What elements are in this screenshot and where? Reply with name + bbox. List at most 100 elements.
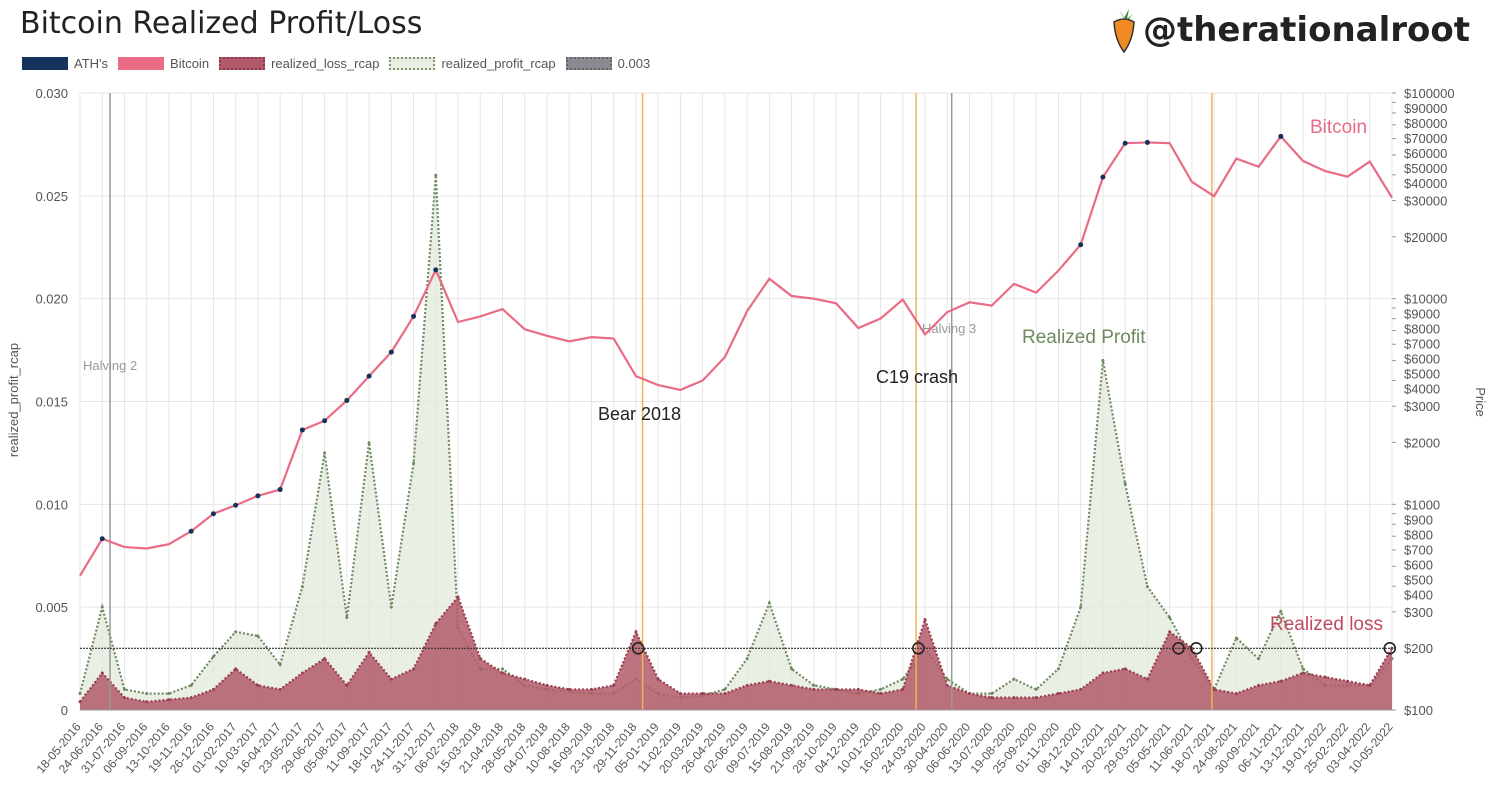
realized-loss-point <box>856 687 860 691</box>
legend-item[interactable]: 0.003 <box>565 56 651 71</box>
realized-profit-point <box>790 667 794 671</box>
realized-loss-point <box>1368 683 1372 687</box>
y2-tick-label: $30000 <box>1404 194 1447 209</box>
realized-loss-point <box>834 687 838 691</box>
realized-loss-point <box>167 698 171 702</box>
realized-profit-point <box>367 441 371 445</box>
y-tick-label: 0.020 <box>35 292 68 307</box>
realized-loss-area <box>80 596 1392 710</box>
crossing-marker <box>631 641 645 655</box>
realized-loss-point <box>990 696 994 700</box>
realized-loss-point <box>1168 630 1172 634</box>
ath-marker <box>255 493 261 499</box>
legend-item[interactable]: realized_profit_rcap <box>389 56 556 71</box>
realized-loss-point <box>1301 671 1305 675</box>
legend-item[interactable]: Bitcoin <box>118 56 209 71</box>
realized-loss-point <box>389 677 393 681</box>
y2-tick-label: $800 <box>1404 527 1433 542</box>
realized-profit-point <box>1234 636 1238 640</box>
ath-marker <box>99 536 105 542</box>
realized-loss-point <box>1234 692 1238 696</box>
realized-loss-point <box>1056 692 1060 696</box>
legend-item[interactable]: ATH's <box>22 56 108 71</box>
realized-loss-point <box>1257 683 1261 687</box>
realized-profit-point <box>389 605 393 609</box>
realized-profit-line <box>78 175 1393 699</box>
y2-tick-label: $4000 <box>1404 382 1440 397</box>
realized-loss-point <box>234 667 238 671</box>
y2-tick-label: $6000 <box>1404 352 1440 367</box>
y-tick-label: 0.030 <box>35 86 68 101</box>
brand: @therationalroot <box>1111 6 1470 54</box>
realized-profit-point <box>1168 615 1172 619</box>
realized-loss-point <box>745 683 749 687</box>
y2-tick-label: $20000 <box>1404 230 1447 245</box>
legend-swatch <box>565 57 612 70</box>
crossing-marker <box>1383 641 1397 655</box>
realized-profit-point <box>990 692 994 696</box>
y2-tick-label: $10000 <box>1404 292 1447 307</box>
ath-marker <box>1078 242 1084 248</box>
realized-loss-point <box>767 679 771 683</box>
realized-profit-point <box>1012 677 1016 681</box>
realized-loss-point <box>678 692 682 696</box>
y2-tick-label: $3000 <box>1404 399 1440 414</box>
realized-loss-point <box>523 677 527 681</box>
y2-tick-label: $8000 <box>1404 322 1440 337</box>
ath-marker <box>210 511 216 517</box>
realized-profit-point <box>812 683 816 687</box>
realized-profit-point <box>145 692 149 696</box>
realized-profit-point <box>1301 667 1305 671</box>
legend-label: 0.003 <box>617 56 651 71</box>
realized-profit-point <box>1257 657 1261 661</box>
realized-profit-point <box>945 677 949 681</box>
ath-marker <box>366 373 372 379</box>
realized-loss-point <box>323 657 327 661</box>
legend-swatch <box>219 57 266 70</box>
realized-loss-point <box>1390 646 1394 650</box>
y-tick-label: 0 <box>61 703 68 718</box>
realized-profit-point <box>767 601 771 605</box>
ath-marker <box>188 528 194 534</box>
ath-marker <box>233 502 239 508</box>
realized-loss-point <box>501 671 505 675</box>
realized-loss-point <box>278 687 282 691</box>
realized-profit-point <box>1123 482 1127 486</box>
realized-loss-point <box>122 696 126 700</box>
legend-item[interactable]: realized_loss_rcap <box>219 56 379 71</box>
legend-swatch <box>22 57 68 70</box>
y2-tick-label: $1000 <box>1404 497 1440 512</box>
ath-marker <box>322 418 328 424</box>
realized-loss-point <box>478 657 482 661</box>
y2-tick-label: $400 <box>1404 587 1433 602</box>
realized-loss-point <box>612 683 616 687</box>
realized-loss-point <box>189 696 193 700</box>
y2-tick-label: $100000 <box>1404 86 1455 101</box>
y2-tick-label: $700 <box>1404 542 1433 557</box>
realized-profit-point <box>1034 687 1038 691</box>
realized-profit-point <box>323 451 327 455</box>
realized-loss-point <box>434 622 438 626</box>
y2-tick-label: $7000 <box>1404 337 1440 352</box>
crossing-marker <box>912 641 925 655</box>
y-tick-label: 0.025 <box>35 189 68 204</box>
realized-profit-point <box>78 692 82 696</box>
realized-loss-point <box>145 700 149 704</box>
annotation-label: C19 crash <box>876 367 958 387</box>
series-label: Realized Profit <box>1022 327 1146 348</box>
series-label: Bitcoin <box>1310 117 1367 138</box>
legend-label: realized_profit_rcap <box>441 56 556 71</box>
realized-loss-point <box>1079 687 1083 691</box>
realized-profit-point <box>745 657 749 661</box>
y2-tick-label: $200 <box>1404 641 1433 656</box>
realized-profit-point <box>1279 609 1283 613</box>
realized-profit-point <box>234 630 238 634</box>
legend-swatch <box>118 57 165 70</box>
realized-loss-point <box>456 595 460 599</box>
realized-loss-point <box>923 618 927 622</box>
realized-loss-point <box>1101 671 1105 675</box>
realized-loss-point <box>967 692 971 696</box>
realized-loss-point <box>1323 675 1327 679</box>
